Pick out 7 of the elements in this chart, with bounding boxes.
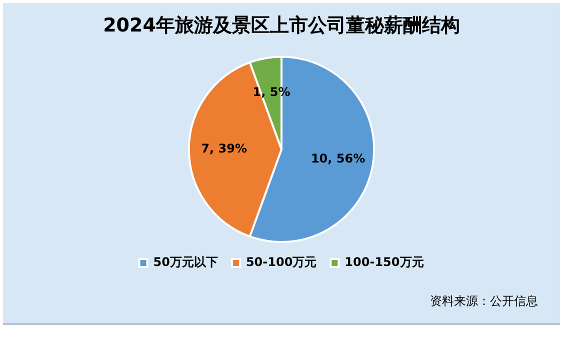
text: 资料来源：公开信息 [430, 293, 538, 310]
legend-label: 100-150万元 [344, 255, 424, 270]
chart-title: 2024年旅游及景区上市公司董秘薪酬结构 [103, 14, 460, 36]
legend-label: 50-100万元 [246, 255, 317, 270]
data-label: 7, 39% [201, 142, 247, 156]
data-label: 10, 56% [310, 151, 366, 166]
legend-label: 50万元以下 [153, 255, 218, 270]
